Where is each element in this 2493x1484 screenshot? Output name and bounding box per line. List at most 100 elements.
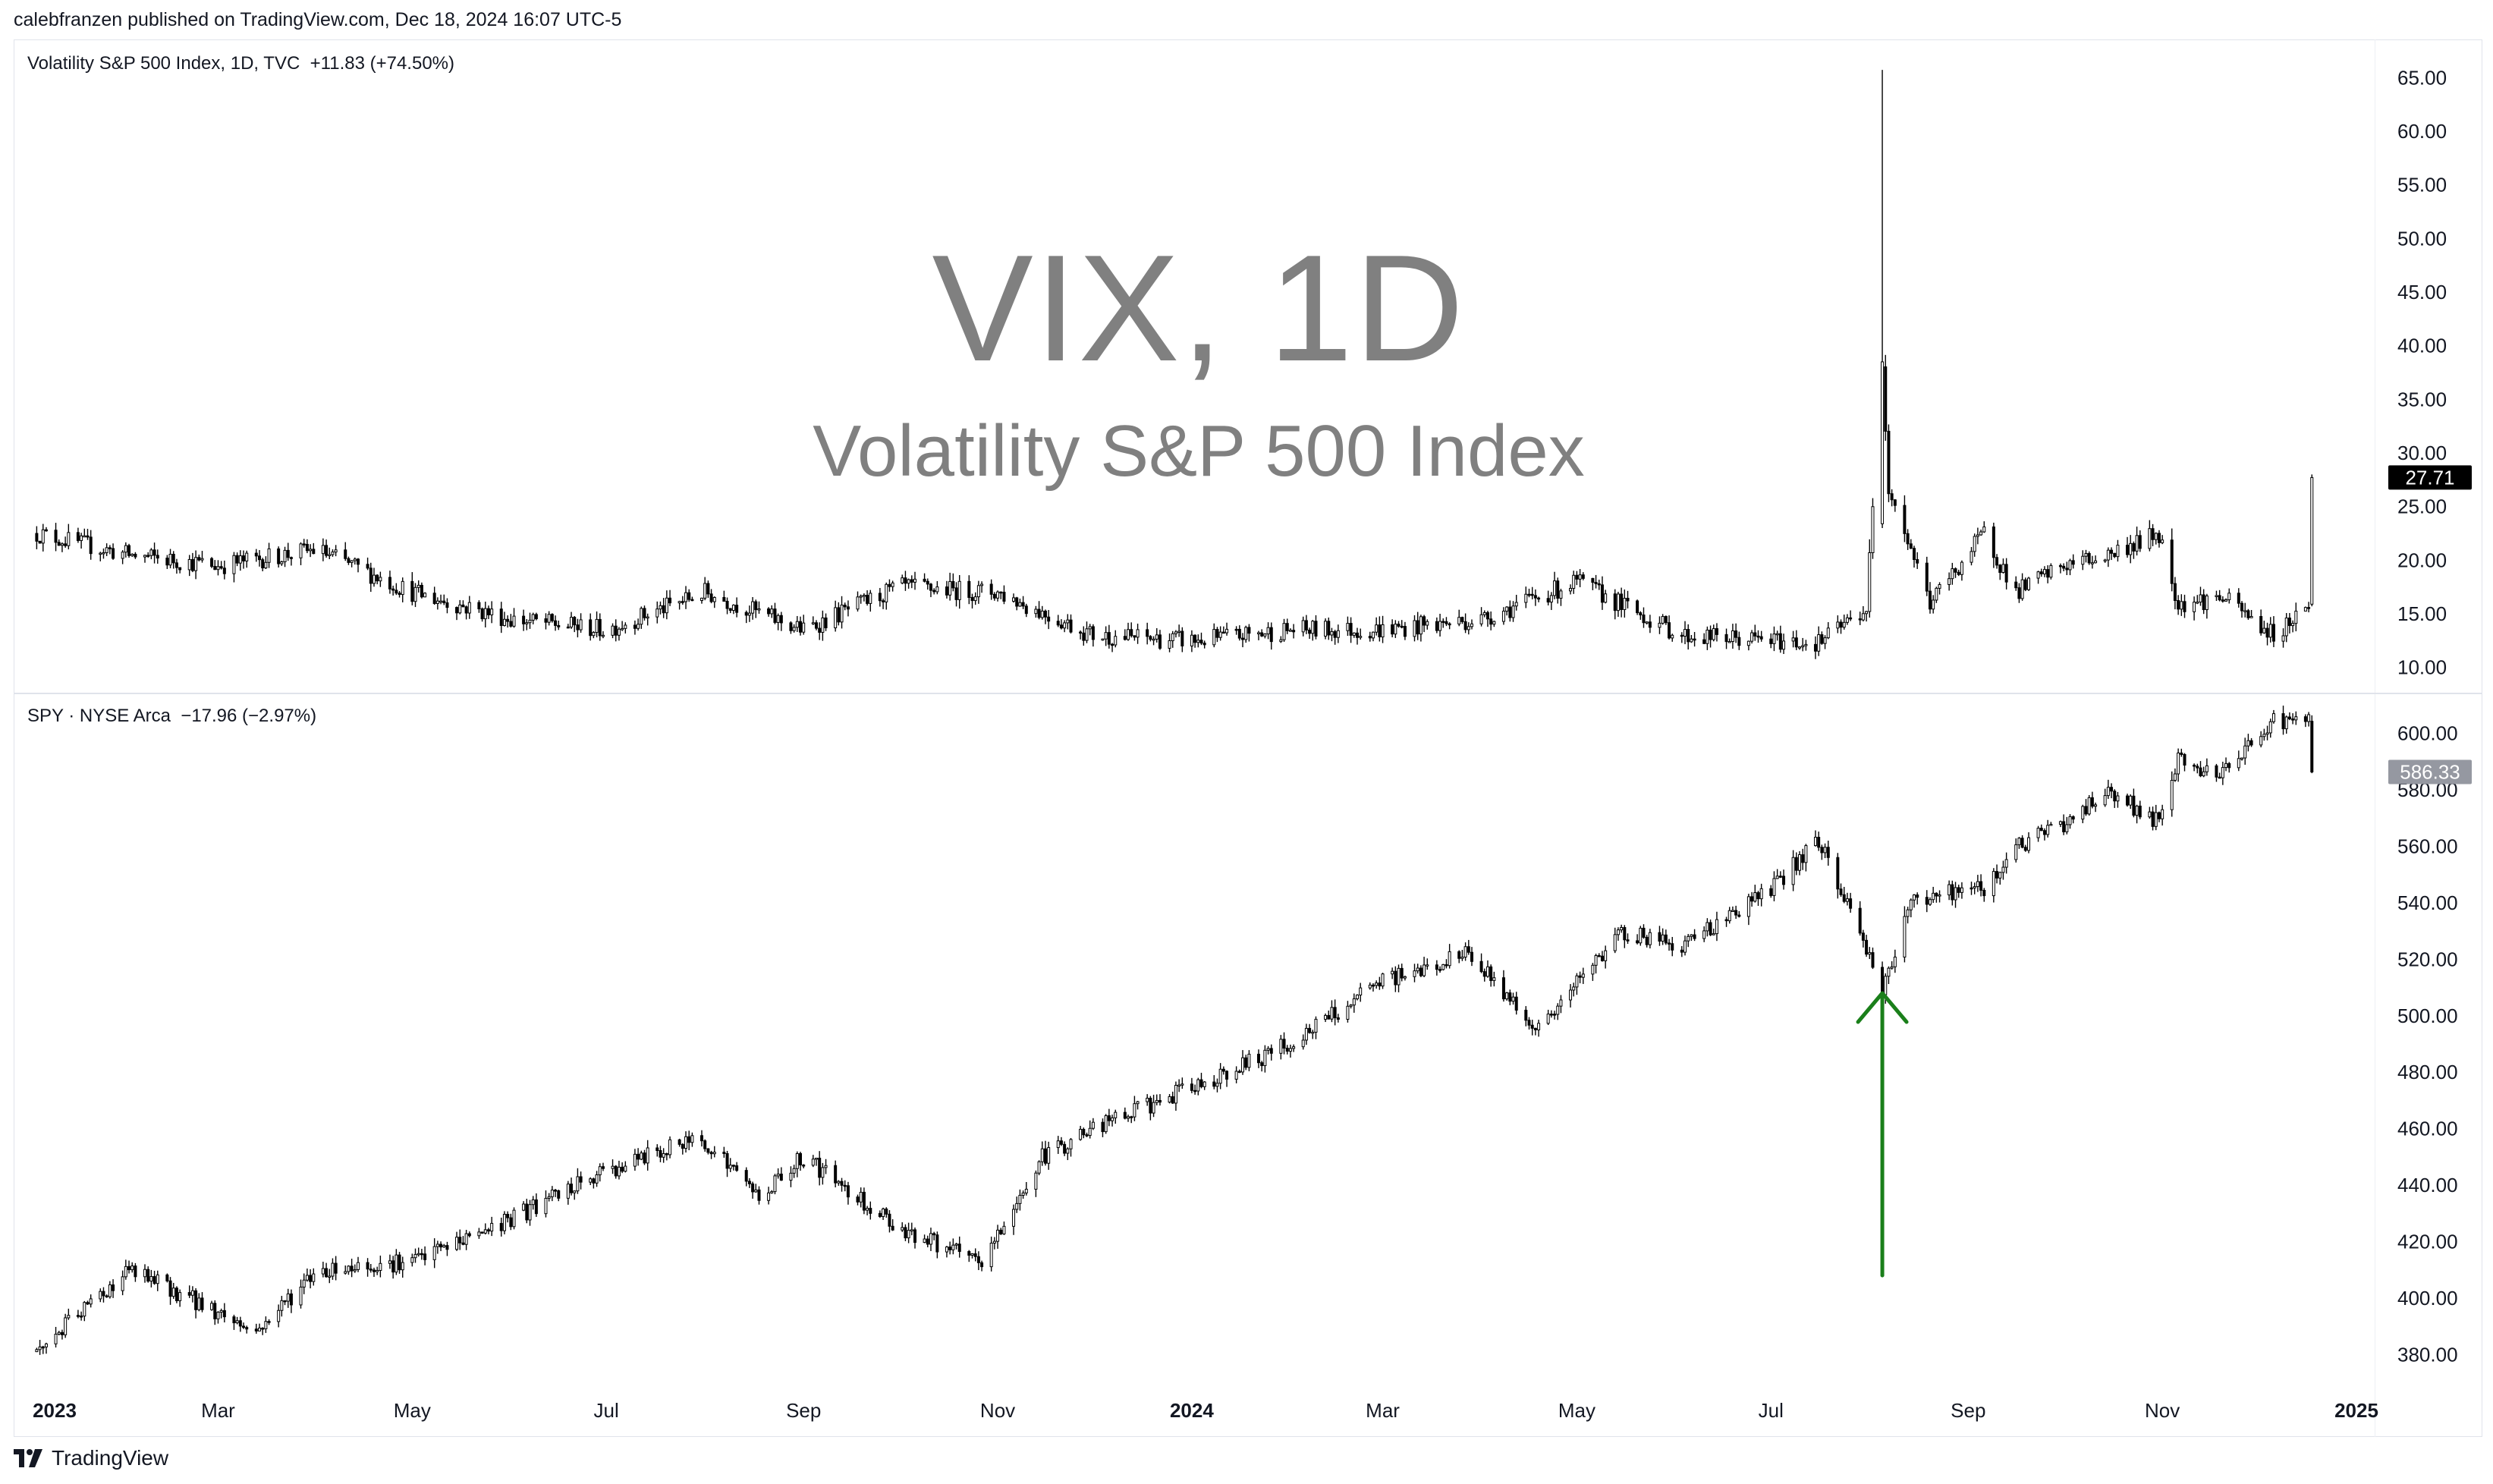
vix-candle-body	[1664, 616, 1668, 624]
spy-candle-body	[614, 1165, 618, 1177]
spy-candle-body	[146, 1269, 150, 1282]
vix-candle-body	[2113, 552, 2117, 558]
vix-candle-body	[1569, 588, 1573, 592]
vix-candle-body	[904, 577, 907, 584]
vix-candle-body	[2004, 564, 2008, 583]
vix-candle-body	[1234, 628, 1238, 631]
spy-candle-body	[945, 1247, 948, 1253]
vix-candle-body	[1995, 557, 1999, 566]
vix-candle-body	[770, 608, 774, 615]
vix-candle-body	[989, 583, 993, 595]
vix-candle-body	[824, 617, 828, 629]
spy-candle-body	[1804, 845, 1808, 863]
vix-candle-body	[512, 615, 516, 627]
spy-candle-body	[264, 1321, 268, 1329]
vix-candle-body	[280, 561, 284, 564]
spy-candle-body	[1868, 952, 1872, 955]
spy-y-tick-label: 460.00	[2397, 1118, 2458, 1140]
footer-brand[interactable]: TradingView	[14, 1446, 168, 1470]
spy-candle-body	[1356, 995, 1360, 999]
spy-candle-body	[1727, 910, 1731, 922]
spy-legend[interactable]: SPY · NYSE Arca −17.96 (−2.97%)	[27, 706, 317, 726]
vix-candle-body	[1445, 621, 1448, 624]
vix-candle-body	[1460, 617, 1464, 622]
spy-candle-body	[1935, 892, 1938, 897]
spy-candle-body	[662, 1153, 665, 1158]
spy-candle-body	[321, 1268, 325, 1275]
pane-separator[interactable]	[14, 693, 2482, 694]
spy-candle-body	[2116, 795, 2120, 802]
spy-candle-body	[1715, 919, 1718, 935]
spy-candle-body	[1849, 898, 1853, 909]
spy-last-value-badge	[2388, 759, 2472, 784]
vix-candle-body	[1381, 624, 1385, 637]
vix-candle-body	[435, 600, 439, 605]
vix-candle-body	[2240, 602, 2244, 612]
vix-candle-body	[67, 532, 71, 546]
vix-candle-body	[277, 548, 281, 564]
x-tick-label: Mar	[1366, 1399, 1400, 1422]
spy-candle-body	[1791, 857, 1795, 885]
spy-candle-body	[913, 1229, 917, 1243]
spy-candle-body	[2062, 821, 2066, 832]
spy-candle-body	[325, 1268, 329, 1278]
spy-candle-body	[1247, 1053, 1251, 1068]
vix-candle-body	[134, 553, 137, 558]
spy-candle-body	[595, 1174, 599, 1184]
vix-candle-body	[1056, 621, 1060, 626]
spy-candle-body	[2265, 732, 2269, 735]
spy-candle-body	[35, 1349, 39, 1353]
vix-candle-body	[1813, 643, 1817, 652]
vix-candle-body	[1727, 641, 1731, 643]
vix-candle-body	[2303, 607, 2307, 612]
spy-candle-body	[684, 1136, 688, 1149]
vix-candle-body	[929, 583, 932, 591]
spy-candle-body	[2113, 791, 2117, 802]
spy-candle-body	[391, 1260, 395, 1273]
spy-candle-body	[1537, 1023, 1541, 1030]
annotation-arrow-head[interactable]	[1856, 991, 1909, 1024]
vix-candle-body	[1505, 606, 1509, 612]
spy-candle-body	[1514, 996, 1518, 1011]
spy-candle-body	[187, 1292, 191, 1296]
spy-candle-body	[932, 1233, 936, 1236]
watermark-name: Volatility S&P 500 Index	[813, 410, 1585, 492]
vix-candle-body	[1375, 624, 1379, 633]
spy-candle-body	[197, 1297, 201, 1310]
vix-candle-body	[1801, 645, 1805, 648]
vix-candle-body	[2307, 607, 2311, 609]
vix-candle-body	[2071, 560, 2075, 565]
vix-candle-body	[235, 555, 239, 564]
vix-candle-body	[1690, 638, 1693, 643]
spy-candle-body	[1794, 857, 1798, 871]
vix-legend[interactable]: Volatility S&P 500 Index, 1D, TVC +11.83…	[27, 53, 455, 74]
spy-candle-body	[2196, 766, 2199, 769]
vix-candle-body	[1435, 621, 1438, 631]
spy-candle-body	[1285, 1048, 1289, 1052]
spy-candle-body	[1639, 927, 1643, 944]
vix-candle-body	[146, 555, 150, 557]
spy-candle-body	[1256, 1053, 1260, 1064]
spy-candle-body	[480, 1231, 484, 1234]
vix-candle-body	[1301, 620, 1305, 633]
vix-candle-body	[2084, 553, 2088, 557]
spy-candle-body	[811, 1159, 815, 1166]
vix-candle-body	[2193, 602, 2196, 612]
spy-candle-body	[1378, 983, 1382, 987]
spy-candle-body	[417, 1253, 420, 1256]
spy-candle-body	[910, 1229, 913, 1231]
spy-candle-body	[1769, 888, 1773, 896]
x-tick-label: May	[1558, 1399, 1595, 1422]
vix-candle-body	[1804, 643, 1808, 646]
spy-candle-body	[388, 1260, 391, 1264]
spy-candle-body	[238, 1320, 242, 1327]
spy-candle-body	[2154, 812, 2158, 827]
vix-candle-body	[344, 549, 347, 559]
spy-candle-body	[1155, 1099, 1158, 1103]
spy-candle-body	[1798, 854, 1802, 871]
spy-candle-body	[445, 1245, 449, 1250]
spy-candle-body	[1002, 1225, 1006, 1234]
spy-candle-body	[1419, 967, 1423, 976]
spy-candle-body	[194, 1290, 198, 1310]
